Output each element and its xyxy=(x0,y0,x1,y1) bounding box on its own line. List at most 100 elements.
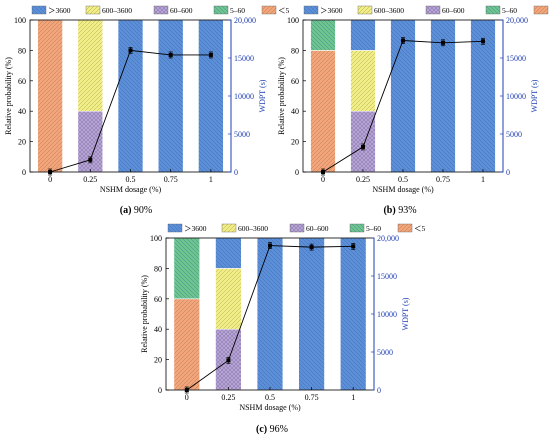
wdpt-point xyxy=(401,38,405,43)
y-tick-label: 40 xyxy=(291,107,299,116)
y-tick-label: 60 xyxy=(18,77,26,86)
panel-caption: (a) 90% xyxy=(120,205,153,216)
legend-swatch-hatch xyxy=(534,6,548,14)
bar-segment-hatch xyxy=(117,19,144,173)
x-tick-label: 0 xyxy=(321,175,325,184)
legend-label: 60–600 xyxy=(306,224,329,233)
y-tick-label: 80 xyxy=(154,264,162,273)
legend-label: ＜5 xyxy=(414,224,425,233)
x-tick-label: 1 xyxy=(209,175,213,184)
bar-segment-hatch xyxy=(198,19,224,173)
y-right-tick-label: 20,000 xyxy=(234,16,256,25)
x-tick-label: 0.25 xyxy=(221,393,235,402)
legend-swatch-hatch xyxy=(426,6,440,14)
y-right-axis-label: WDPT (s) xyxy=(401,297,410,330)
y-right-tick-label: 0 xyxy=(506,168,510,177)
y-tick-label: 0 xyxy=(22,168,26,177)
y-right-tick-label: 10000 xyxy=(506,92,526,101)
legend-label: 600–3600 xyxy=(238,224,268,233)
y-right-tick-label: 0 xyxy=(234,168,238,177)
chart-panel-1: 0 20 40 60 80 100 0 5000 10000 15000 20,000 0 0.25 0.… xyxy=(4,5,289,216)
legend-swatch-hatch xyxy=(214,6,228,14)
wdpt-point xyxy=(441,40,445,45)
x-tick-label: 0.25 xyxy=(356,175,370,184)
y-tick-label: 20 xyxy=(18,138,26,147)
wdpt-point xyxy=(184,388,189,392)
wdpt-point xyxy=(321,170,325,174)
y-right-tick-label: 15000 xyxy=(377,272,397,281)
y-right-tick-label: 5000 xyxy=(377,348,393,357)
x-tick-label: 1 xyxy=(351,393,355,402)
legend-label: 600–3600 xyxy=(374,6,404,15)
legend-label: ＜5 xyxy=(278,6,289,15)
x-tick-label: 0.75 xyxy=(305,393,319,402)
x-tick-label: 0.75 xyxy=(164,175,178,184)
x-tick-label: 0.25 xyxy=(83,175,97,184)
bar-segment-hatch xyxy=(340,237,367,391)
legend-swatch-hatch xyxy=(290,224,304,232)
chart-panel-3: 0 20 40 60 80 100 0 5000 10000 15000 20,000 0 0.25 0.… xyxy=(140,223,425,435)
x-tick-label: 0 xyxy=(48,175,52,184)
bar-segment-hatch xyxy=(350,19,376,51)
y-tick-label: 40 xyxy=(154,325,162,334)
panel-caption-label: (c) xyxy=(256,424,267,435)
bar-segment-hatch xyxy=(298,237,325,391)
y-right-axis-label: WDPT (s) xyxy=(530,79,539,112)
legend-swatch-hatch xyxy=(358,6,372,14)
y-axis-label: Relative probability (%) xyxy=(140,275,149,353)
y-tick-label: 20 xyxy=(154,356,162,365)
panel-caption-label: (b) xyxy=(383,205,395,216)
y-tick-label: 80 xyxy=(18,46,26,55)
y-tick-label: 20 xyxy=(291,138,299,147)
wdpt-point xyxy=(128,48,133,53)
y-right-tick-label: 5000 xyxy=(506,130,522,139)
bar-segment-hatch xyxy=(173,237,200,300)
y-tick-label: 0 xyxy=(158,386,162,395)
legend-label: 5–60 xyxy=(366,224,381,233)
y-right-tick-label: 10000 xyxy=(377,310,397,319)
x-tick-label: 1 xyxy=(481,175,485,184)
legend-swatch-hatch xyxy=(222,224,236,232)
y-tick-label: 100 xyxy=(14,16,26,25)
legend-label: ＞3600 xyxy=(184,224,207,233)
x-axis-label: NSHM dosage (%) xyxy=(239,403,301,412)
bar-segment-hatch xyxy=(37,19,63,173)
y-right-tick-label: 20,000 xyxy=(506,16,528,25)
legend-swatch-hatch xyxy=(398,224,412,232)
legend-swatch-hatch xyxy=(262,6,276,14)
wdpt-point xyxy=(226,358,231,363)
legend-swatch-hatch xyxy=(154,6,168,14)
wdpt-point xyxy=(481,39,485,44)
panel-caption: (b) 93% xyxy=(383,205,416,216)
x-tick-label: 0.75 xyxy=(436,175,450,184)
panel-caption-text: 90% xyxy=(131,205,152,216)
legend-label: 60–600 xyxy=(442,6,465,15)
y-right-tick-label: 10000 xyxy=(234,92,254,101)
wdpt-point xyxy=(268,243,272,248)
y-right-axis-label: WDPT (s) xyxy=(258,79,267,112)
wdpt-point xyxy=(361,144,365,149)
bar-segment-hatch xyxy=(157,19,184,173)
x-tick-label: 0.5 xyxy=(398,175,408,184)
y-right-tick-label: 20,000 xyxy=(377,234,399,243)
legend-swatch-hatch xyxy=(86,6,100,14)
bar-segment-hatch xyxy=(350,50,376,112)
y-right-tick-label: 15000 xyxy=(506,54,526,63)
x-axis-label: NSHM dosage (%) xyxy=(372,185,434,194)
wdpt-point xyxy=(309,245,314,250)
legend-swatch-hatch xyxy=(486,6,500,14)
legend-swatch-hatch xyxy=(32,6,46,14)
bar-segment-hatch xyxy=(256,237,284,391)
bar-segment-hatch xyxy=(173,298,200,391)
legend-swatch-hatch xyxy=(304,6,318,14)
y-tick-label: 100 xyxy=(287,16,299,25)
legend-label: 60–600 xyxy=(170,6,193,15)
bar-segment-hatch xyxy=(310,50,336,173)
wdpt-point xyxy=(208,52,213,57)
wdpt-point xyxy=(48,170,53,174)
panel-caption-text: 96% xyxy=(267,424,288,435)
y-axis-label: Relative probability (%) xyxy=(277,57,286,135)
bar-segment-hatch xyxy=(350,110,376,173)
y-right-tick-label: 5000 xyxy=(234,130,250,139)
y-tick-label: 0 xyxy=(295,168,299,177)
